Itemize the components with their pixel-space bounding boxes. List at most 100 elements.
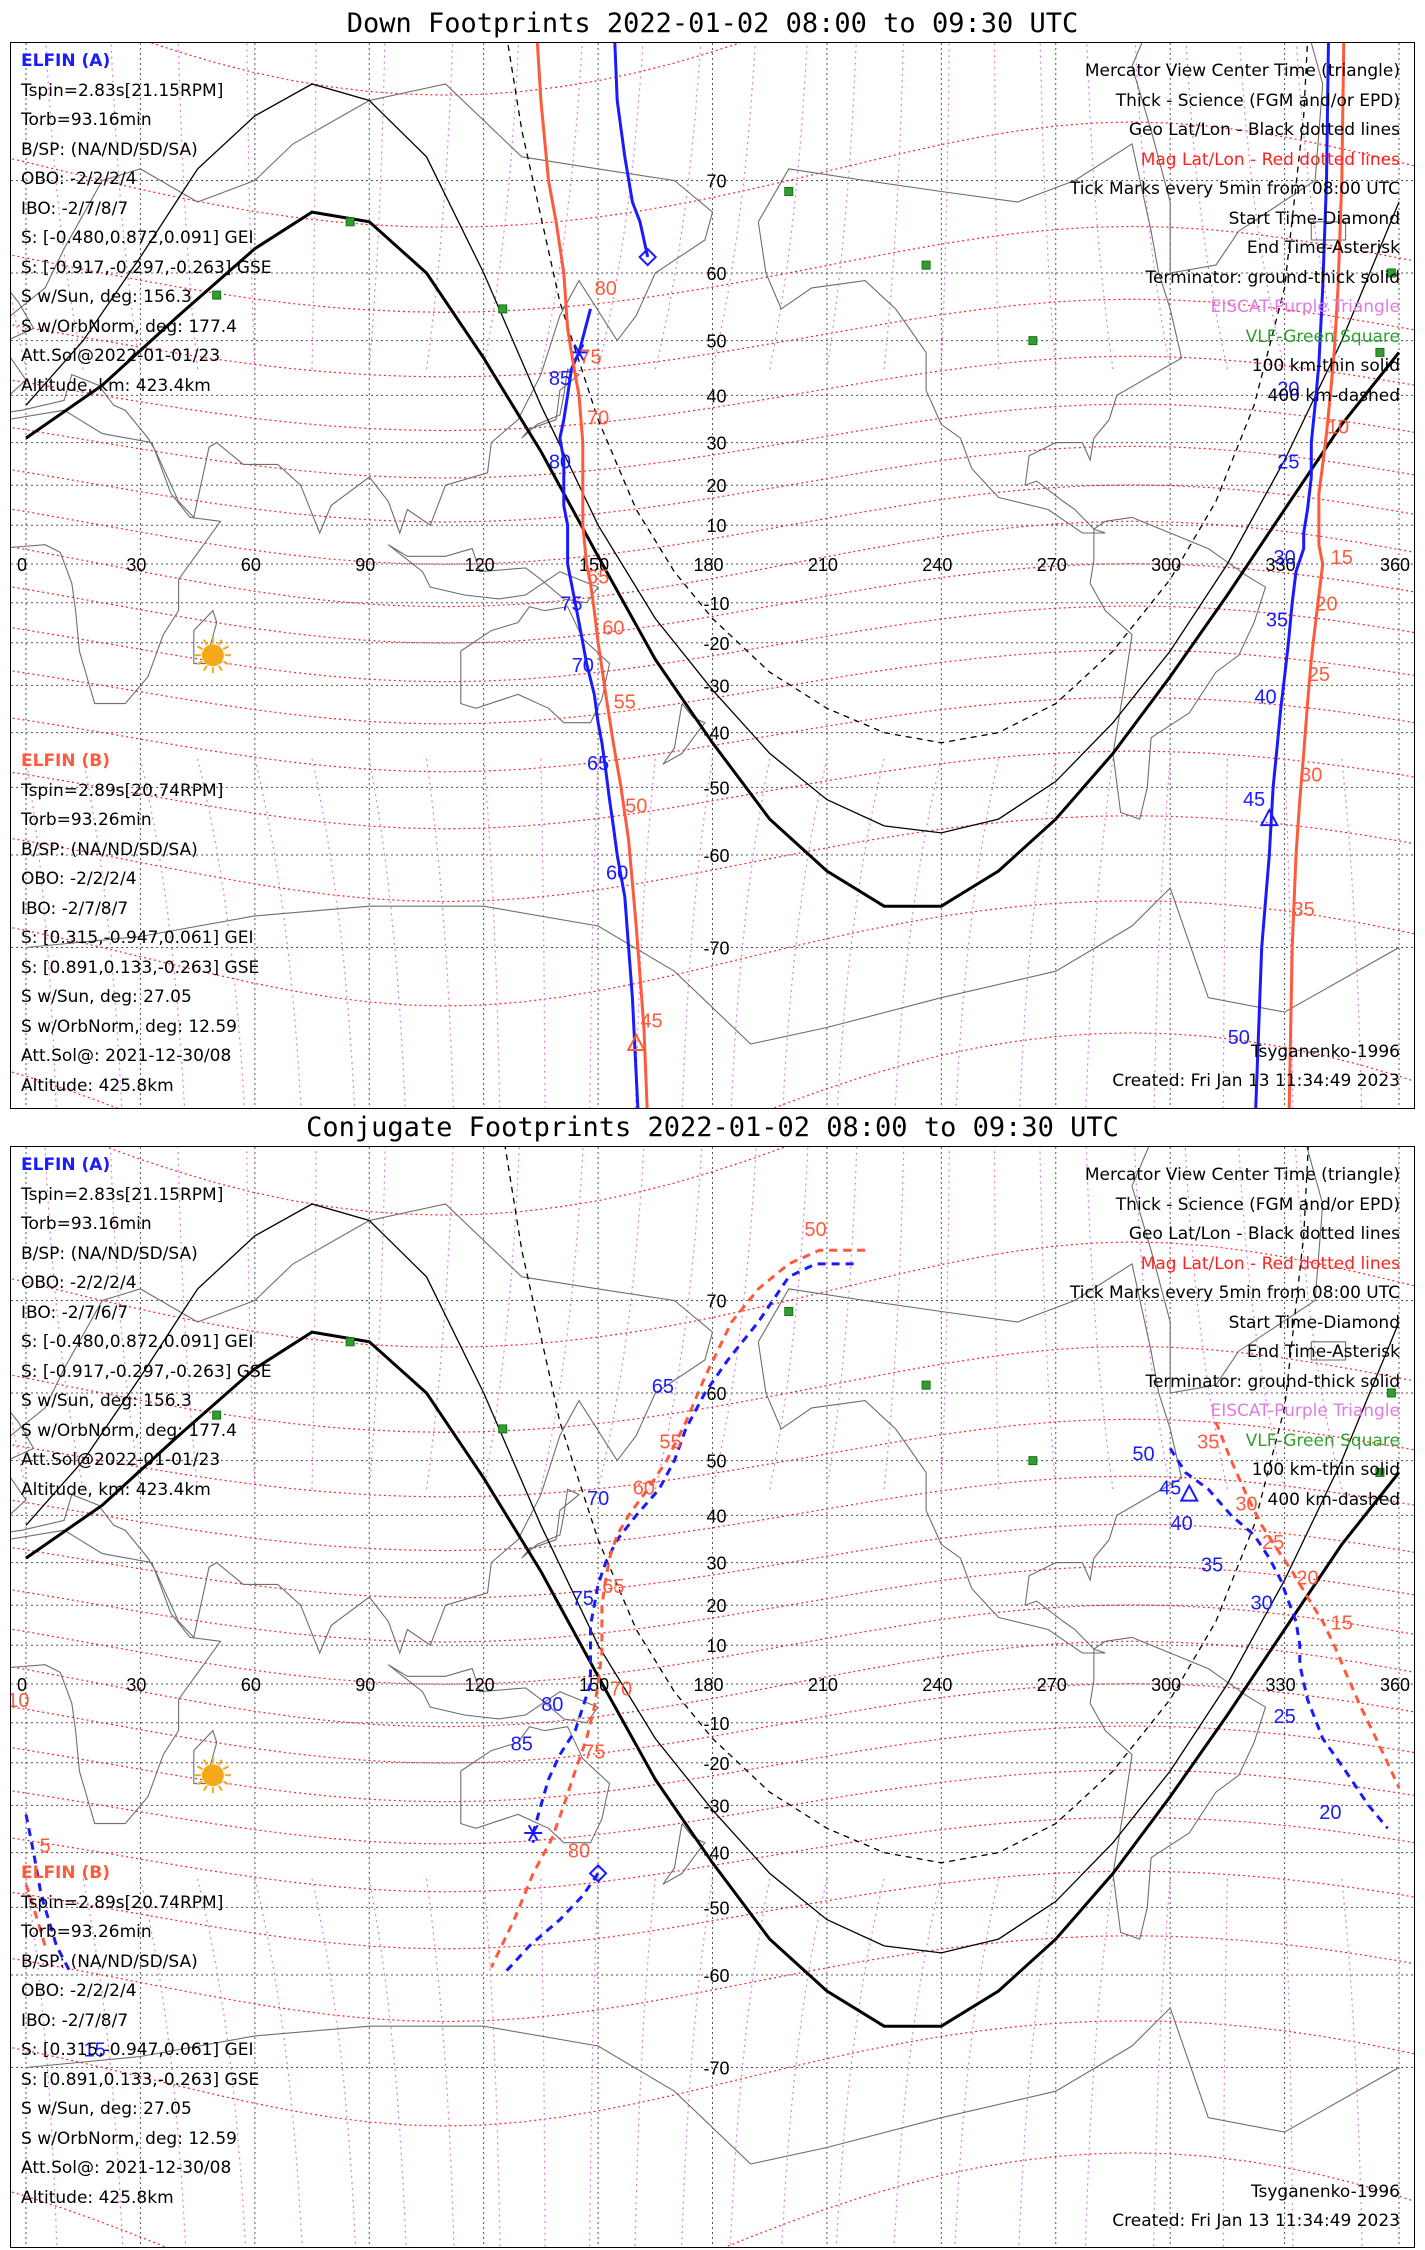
mlat-label: 70: [610, 1679, 632, 1701]
track-segment: [531, 1262, 854, 1843]
legend-mag: Mag Lat/Lon - Red dotted lines: [1140, 1253, 1400, 1274]
sun-ray: [196, 660, 203, 666]
legend-start: Start Time-Diamond: [1228, 208, 1400, 229]
mag-meridian: [883, 1147, 905, 1490]
sun-ray: [196, 645, 203, 651]
mag-meridian: [1084, 1878, 1114, 2247]
terminator-100km: [25, 83, 1400, 834]
lon-tick-label: 210: [808, 1675, 838, 1695]
mag-meridian: [993, 43, 1000, 370]
elfin-a-alt: Altitude, km: 423.4km: [21, 375, 211, 396]
mag-meridian: [711, 1147, 757, 1490]
coastline: [1089, 516, 1267, 820]
vlf-site-marker: [1028, 1456, 1038, 1466]
legend-thick: Thick - Science (FGM and/or EPD): [1115, 1194, 1400, 1215]
mag-meridian: [177, 1147, 199, 1490]
mlat-label: 65: [587, 566, 609, 588]
legend-eiscat: EISCAT-Purple Triangle: [1210, 297, 1400, 317]
legend-mag: Mag Lat/Lon - Red dotted lines: [1140, 149, 1400, 170]
lat-tick-label: 50: [706, 332, 726, 352]
sun-ray: [218, 665, 223, 672]
coastline: [193, 609, 218, 665]
elfin-b-s-gei: S: [0.315,-0.947,0.061] GEI: [21, 928, 254, 948]
axis-labels: 0 30 60 90 120 150 180 210 240 270 300 330 360706050…: [17, 1291, 1410, 2078]
sun-ray: [222, 1765, 229, 1771]
panel-title: Down Footprints 2022-01-02 08:00 to 09:3…: [346, 8, 1079, 39]
mag-meridian: [540, 758, 546, 1108]
mag-meridian: [1222, 758, 1228, 1108]
panel-title: Conjugate Footprints 2022-01-02 08:00 to…: [306, 1112, 1119, 1143]
mlat-label: 20: [1277, 378, 1299, 400]
elfin-b-ibo: IBO: -2/7/8/7: [21, 2010, 129, 2031]
lat-tick-label: 70: [706, 1291, 726, 1311]
coastline: [387, 1664, 599, 1724]
sun-ray: [203, 1759, 208, 1766]
sun-ray: [196, 1765, 203, 1771]
elfin-a-s-gse: S: [-0.917,-0.297,-0.263] GSE: [21, 1361, 272, 1382]
legend-eiscat: EISCAT-Purple Triangle: [1210, 1401, 1400, 1421]
mag-parallel: [11, 1683, 1414, 1764]
mag-meridian: [729, 1878, 771, 2247]
mlat-label: 35: [1266, 610, 1288, 632]
sun-ray: [203, 639, 208, 646]
coastline: [460, 606, 611, 724]
lat-tick-label: -60: [703, 1966, 729, 1986]
coastline: [11, 409, 222, 705]
sun-ray: [218, 639, 223, 646]
vlf-sites: [212, 186, 1396, 357]
mag-parallel: [11, 1032, 1414, 1108]
mag-meridian: [1341, 1878, 1363, 2247]
coastline: [387, 544, 599, 604]
sun-ray: [203, 665, 208, 672]
mlat-label: 15: [84, 2040, 106, 2062]
lat-tick-label: -20: [703, 634, 729, 654]
track-segment: [558, 308, 640, 1108]
mag-meridians: [11, 43, 1363, 1108]
sun-ray: [196, 1780, 203, 1786]
sun-ray: [222, 645, 229, 651]
mag-meridian: [1341, 758, 1363, 1108]
coastlines: [11, 1147, 1400, 2165]
legend-terminator: Terminator: ground-thick solid: [1145, 1371, 1400, 1392]
mag-meridian: [246, 43, 256, 370]
elfin-b-s-sun: S w/Sun, deg: 27.05: [21, 987, 192, 1007]
lon-tick-label: 30: [126, 555, 146, 575]
mlat-label: 30: [1251, 1592, 1273, 1614]
mag-meridian: [368, 1878, 407, 2247]
terminator-ground: [25, 1330, 1401, 2028]
elfin-a-bsp: B/SP: (NA/ND/SD/SA): [21, 139, 198, 160]
lon-tick-label: 180: [693, 555, 723, 575]
mlat-label: 50: [804, 1219, 826, 1241]
mlat-label: 5: [40, 1836, 51, 1858]
mlat-label: 80: [541, 1694, 563, 1716]
created-timestamp: Created: Fri Jan 13 11:34:49 2023: [1112, 1071, 1400, 1091]
mag-parallel: [11, 1418, 1414, 1498]
lat-tick-label: 20: [706, 1596, 726, 1616]
terminator-100km: [25, 1203, 1400, 1954]
elfin-b-tspin: Tspin=2.89s[20.74RPM]: [21, 780, 224, 801]
vlf-site-marker: [1028, 336, 1038, 346]
footprint-map: 0 30 60 90 120 150 180 210 240 270 300 330 360706050…: [11, 1147, 1414, 2247]
legend-ticks: Tick Marks every 5min from 08:00 UTC: [1069, 1283, 1400, 1303]
mag-meridian: [681, 758, 714, 1108]
legend-400km: 400 km-dashed: [1267, 385, 1400, 406]
legend-center-time: Mercator View Center Time (triangle): [1084, 61, 1400, 81]
lat-tick-label: 10: [706, 516, 726, 536]
mag-parallel: [11, 1870, 1414, 1950]
mag-meridian: [940, 1147, 951, 1490]
elfin-b-bsp: B/SP: (NA/ND/SD/SA): [21, 1951, 198, 1972]
lat-tick-label: 40: [706, 386, 726, 406]
elfin-a-alt: Altitude, km: 423.4km: [21, 1479, 211, 1500]
lon-tick-label: 30: [126, 1675, 146, 1695]
mag-meridian: [1039, 1147, 1057, 1490]
elfin-b-s-gse: S: [0.891,0.133,-0.263] GSE: [21, 2069, 260, 2090]
mlat-label: 80: [595, 278, 617, 300]
mag-parallel: [11, 1523, 1414, 1599]
mag-parallel: [11, 2152, 1414, 2247]
mlat-label: 10: [11, 1690, 29, 1712]
mag-parallel: [11, 520, 1414, 608]
coastline: [11, 1203, 714, 1655]
elfin-b-att: Att.Sol@: 2021-12-30/08: [21, 1046, 232, 1066]
mag-meridian: [769, 43, 808, 370]
